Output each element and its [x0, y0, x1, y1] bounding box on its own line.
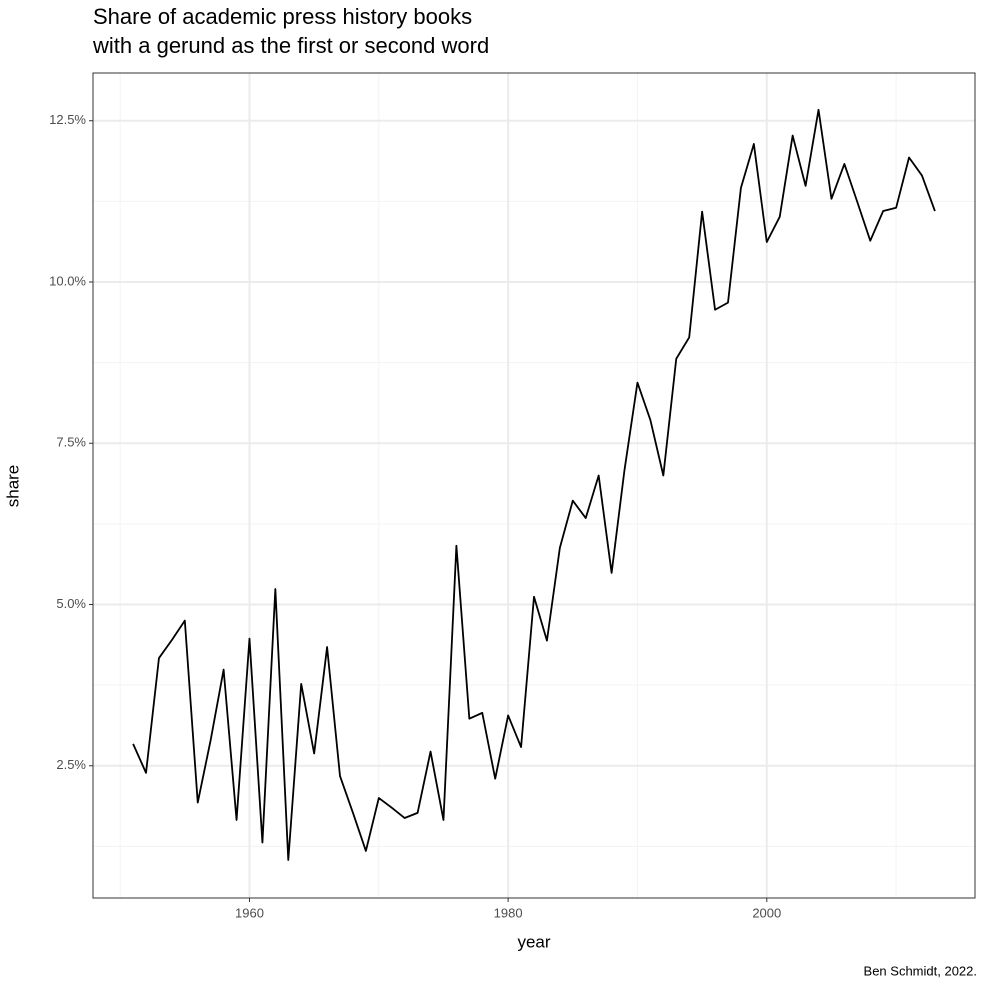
panel-border [92, 72, 976, 899]
x-axis-label: year [517, 932, 550, 951]
y-tick-label: 7.5% [56, 435, 86, 450]
x-tick-label: 1960 [235, 905, 264, 920]
x-tick-label: 1980 [494, 905, 523, 920]
data-line [132, 108, 936, 861]
caption: Ben Schmidt, 2022. [864, 963, 977, 978]
y-tick-label: 12.5% [49, 112, 86, 127]
y-tick-label: 10.0% [49, 273, 86, 288]
y-tick-label: 5.0% [56, 596, 86, 611]
chart-title: Share of academic press history books [93, 4, 472, 29]
y-tick-label: 2.5% [56, 757, 86, 772]
y-axis-label: share [3, 465, 22, 508]
chart-title: with a gerund as the first or second wor… [92, 33, 489, 58]
x-tick-label: 2000 [752, 905, 781, 920]
